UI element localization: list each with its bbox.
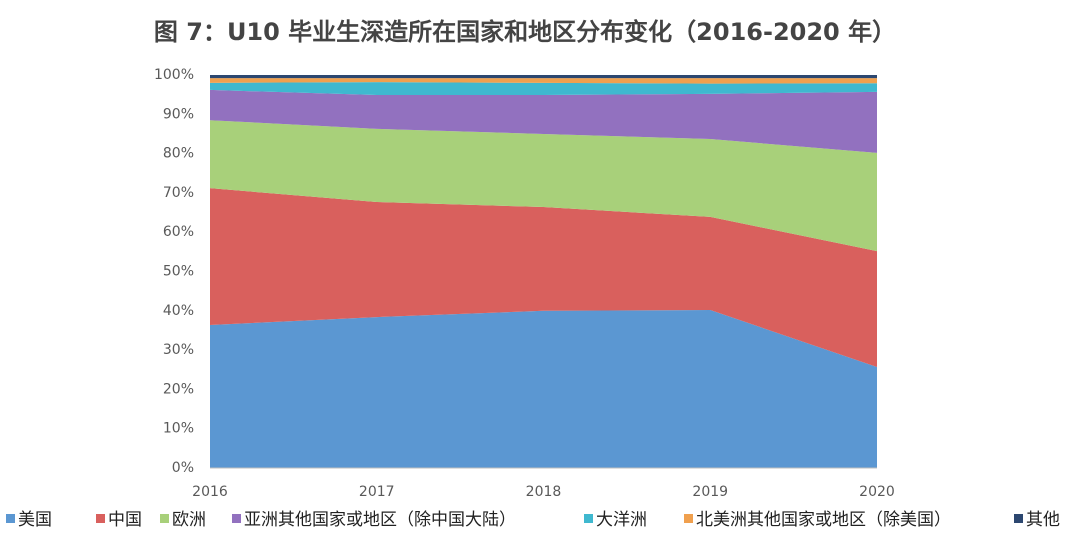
legend-swatch xyxy=(584,514,593,523)
legend-label: 北美洲其他国家或地区（除美国） xyxy=(696,510,951,530)
x-tick-label: 2019 xyxy=(692,484,728,500)
area xyxy=(210,310,877,468)
legend-label: 美国 xyxy=(18,510,52,530)
legend-label: 其他 xyxy=(1026,510,1060,530)
legend-label: 亚洲其他国家或地区（除中国大陆） xyxy=(244,510,516,530)
y-tick-label: 50% xyxy=(163,264,194,280)
legend-swatch xyxy=(6,514,15,523)
y-tick-label: 80% xyxy=(163,146,194,162)
y-tick-label: 60% xyxy=(163,224,194,240)
area xyxy=(210,82,877,96)
y-tick-label: 30% xyxy=(163,342,194,358)
area xyxy=(210,188,877,367)
y-tick-label: 90% xyxy=(163,106,194,122)
area xyxy=(210,89,877,153)
x-tick-label: 2018 xyxy=(526,484,562,500)
legend-swatch xyxy=(96,514,105,523)
area xyxy=(210,120,877,252)
area xyxy=(210,75,877,79)
y-tick-label: 70% xyxy=(163,185,194,201)
x-tick-label: 2016 xyxy=(192,484,228,500)
legend-swatch xyxy=(232,514,241,523)
area xyxy=(210,78,877,84)
y-tick-label: 10% xyxy=(163,421,194,437)
legend-swatch xyxy=(160,514,169,523)
x-tick-label: 2020 xyxy=(859,484,895,500)
y-tick-label: 20% xyxy=(163,381,194,397)
y-tick-label: 40% xyxy=(163,303,194,319)
legend-swatch xyxy=(1014,514,1023,523)
x-tick-label: 2017 xyxy=(359,484,395,500)
legend-swatch xyxy=(684,514,693,523)
legend-label: 大洋洲 xyxy=(596,510,647,530)
legend-label: 中国 xyxy=(108,510,142,530)
y-tick-label: 100% xyxy=(154,67,194,83)
legend-label: 欧洲 xyxy=(172,510,206,530)
y-tick-label: 0% xyxy=(172,460,194,476)
chart-title: 图 7：U10 毕业生深造所在国家和地区分布变化（2016-2020 年） xyxy=(154,18,896,46)
